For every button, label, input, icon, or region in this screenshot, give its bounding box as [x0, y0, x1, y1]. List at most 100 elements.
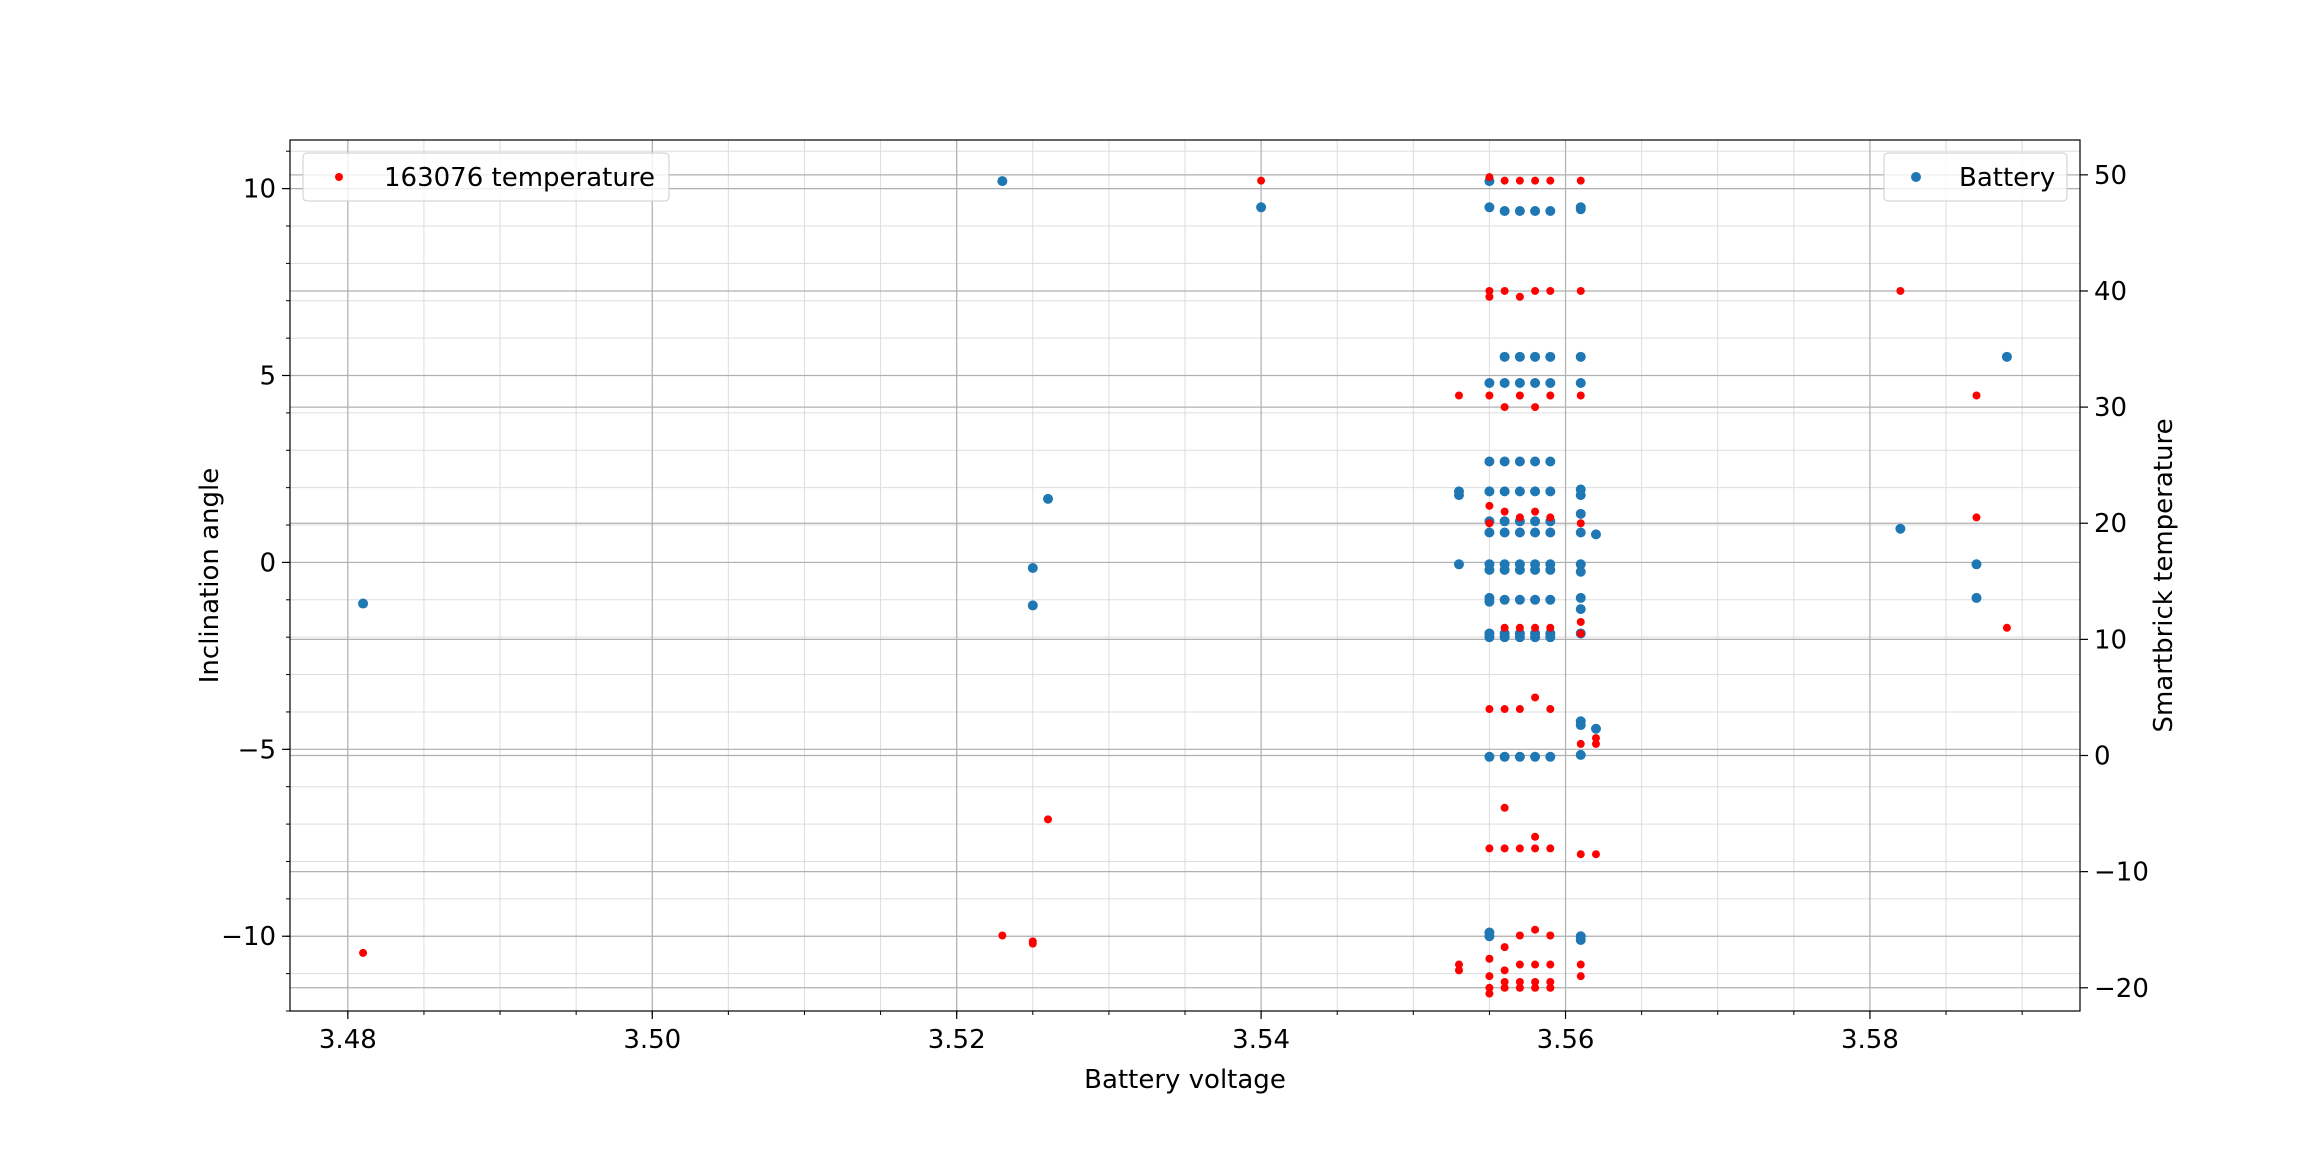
tick-label-x: 3.52 [928, 1025, 986, 1055]
temperature-point [1028, 939, 1037, 948]
battery-point [1484, 202, 1495, 213]
battery-point [1484, 931, 1495, 942]
battery-point [1499, 564, 1510, 575]
temperature-point [1546, 977, 1555, 986]
temperature-point [1546, 844, 1555, 853]
temperature-point [1576, 391, 1585, 400]
battery-point [1545, 456, 1556, 467]
temperature-point [1500, 286, 1509, 295]
temperature-point [1515, 705, 1524, 714]
temperature-point [1485, 972, 1494, 981]
battery-point [1499, 377, 1510, 388]
battery-point [1545, 377, 1556, 388]
temperature-point [1500, 943, 1509, 952]
temperature-point [1576, 617, 1585, 626]
temperature-point [1576, 629, 1585, 638]
temperature-point [1515, 391, 1524, 400]
battery-point [1027, 600, 1038, 611]
battery-point [1545, 564, 1556, 575]
battery-point [1484, 377, 1495, 388]
tick-label-y-left: −10 [221, 922, 276, 952]
battery-point [1484, 632, 1495, 643]
temperature-point [1485, 501, 1494, 510]
temperature-point [1485, 989, 1494, 998]
battery-point [1575, 604, 1586, 615]
battery-point [1575, 351, 1586, 362]
y-right-axis-title: Smartbrick temperature [2149, 418, 2179, 732]
tick-label-x: 3.54 [1232, 1025, 1290, 1055]
temperature-point [1257, 176, 1266, 185]
battery-point [1530, 564, 1541, 575]
legend-temperature: 163076 temperature [302, 152, 670, 202]
battery-point [1545, 351, 1556, 362]
tick-label-y-left: 0 [259, 548, 276, 578]
data-points [358, 173, 2012, 998]
tick-label-y-right: 0 [2094, 742, 2111, 772]
battery-point [1590, 723, 1601, 734]
legend-temperature-box [302, 152, 670, 202]
temperature-point [1546, 623, 1555, 632]
temperature-point [1485, 705, 1494, 714]
temperature-point [1531, 925, 1540, 934]
battery-point [1545, 632, 1556, 643]
battery-point [1545, 206, 1556, 217]
axis-ticks: 3.48 3.50 3.52 3.54 3.56 3.58 −10 −5 0 5 10 −20 −10 0… [221, 150, 2149, 1055]
battery-point [1575, 202, 1586, 213]
battery-point [1514, 564, 1525, 575]
tick-label-y-right: 50 [2094, 161, 2127, 191]
temperature-point [1454, 391, 1463, 400]
legend-battery-label: Battery [1959, 163, 2055, 193]
tick-label-y-left: −5 [238, 735, 276, 765]
battery-point [1499, 632, 1510, 643]
temperature-point [1972, 391, 1981, 400]
battery-point [1499, 456, 1510, 467]
temperature-point [1591, 739, 1600, 748]
battery-point [1971, 559, 1982, 570]
battery-point [1575, 377, 1586, 388]
temperature-point [1500, 844, 1509, 853]
battery-point [1575, 592, 1586, 603]
battery-point [1575, 749, 1586, 760]
battery-point [1530, 486, 1541, 497]
battery-point [1499, 527, 1510, 538]
temperature-point [2002, 623, 2011, 632]
battery-point [1575, 508, 1586, 519]
battery-point [1256, 202, 1267, 213]
legend-battery: Battery [1883, 152, 2068, 202]
temperature-point [1546, 983, 1555, 992]
battery-point [1514, 486, 1525, 497]
battery-point [1530, 456, 1541, 467]
battery-point [1453, 559, 1464, 570]
temperature-point [1500, 803, 1509, 812]
tick-label-y-right: 10 [2094, 625, 2127, 655]
minor-grid [290, 140, 2080, 1012]
temperature-point [1485, 954, 1494, 963]
temperature-point [1454, 966, 1463, 975]
temperature-point [1531, 176, 1540, 185]
battery-point [1545, 751, 1556, 762]
battery-point [1514, 594, 1525, 605]
legend-battery-box [1883, 152, 2068, 202]
battery-point [1530, 751, 1541, 762]
temperature-point [1531, 832, 1540, 841]
battery-point [1514, 456, 1525, 467]
tick-label-x: 3.50 [623, 1025, 681, 1055]
tick-label-y-left: 5 [259, 362, 276, 392]
battery-point [1514, 351, 1525, 362]
battery-point [1575, 720, 1586, 731]
battery-point [1575, 566, 1586, 577]
temperature-point [1531, 693, 1540, 702]
temperature-point [1546, 391, 1555, 400]
temperature-point [1485, 173, 1494, 182]
battery-point [1530, 206, 1541, 217]
temperature-point [1515, 931, 1524, 940]
temperature-point [1576, 960, 1585, 969]
battery-point [1530, 527, 1541, 538]
temperature-point [1515, 513, 1524, 522]
temperature-point [1485, 391, 1494, 400]
battery-point [1043, 493, 1054, 504]
battery-point [1530, 516, 1541, 527]
temperature-point [1531, 286, 1540, 295]
tick-label-x: 3.48 [319, 1025, 377, 1055]
